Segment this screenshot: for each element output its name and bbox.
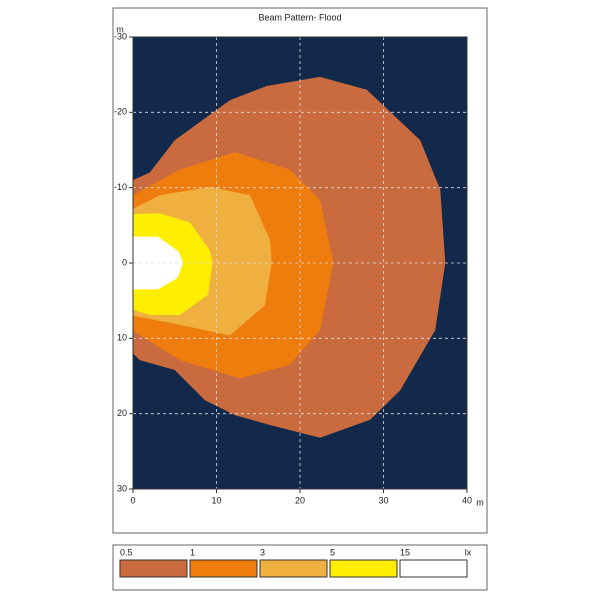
x-tick-label: 20 [295, 495, 305, 505]
legend-swatch [329, 559, 398, 578]
legend-swatch [259, 559, 328, 578]
x-axis-label: m [476, 497, 484, 507]
y-tick-label: 30 [117, 483, 127, 493]
legend-swatch [189, 559, 258, 578]
legend-label: 3 [260, 547, 265, 557]
y-tick-label: -20 [114, 107, 127, 117]
y-tick-label: 0 [122, 257, 127, 267]
y-tick-label: -30 [114, 31, 127, 41]
legend-swatch [399, 559, 468, 578]
legend-label: 5 [330, 547, 335, 557]
y-tick-label: 10 [117, 333, 127, 343]
legend-swatch [119, 559, 188, 578]
legend-label: 0.5 [120, 547, 133, 557]
y-tick-label: 20 [117, 408, 127, 418]
legend-label: 15 [400, 547, 410, 557]
x-tick-label: 30 [378, 495, 388, 505]
x-tick-label: 0 [130, 495, 135, 505]
y-axis-label: m [116, 24, 124, 34]
y-tick-label: -10 [114, 182, 127, 192]
chart-title: Beam Pattern- Flood [258, 12, 341, 22]
legend-label: 1 [190, 547, 195, 557]
plot-border [132, 36, 468, 490]
x-tick-label: 10 [211, 495, 221, 505]
legend-unit: lx [465, 547, 472, 557]
x-tick-label: 40 [462, 495, 472, 505]
